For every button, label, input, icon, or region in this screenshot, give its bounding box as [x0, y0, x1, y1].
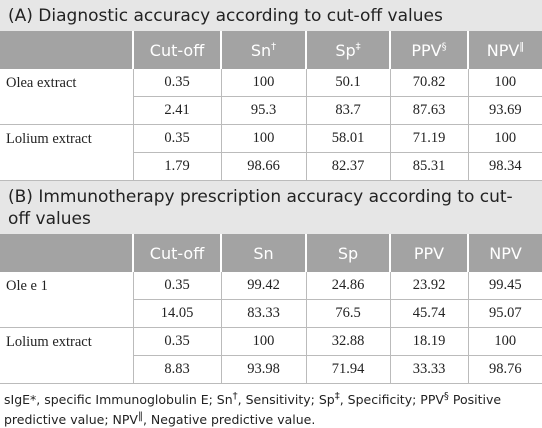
table-section: (B) Immunotherapy prescription accuracy … [0, 181, 542, 384]
header-text: Sn [253, 243, 274, 263]
cell: 100 [467, 124, 542, 153]
cell: 58.01 [305, 124, 390, 153]
cell: 100 [467, 327, 542, 356]
footnote: sIgE*, specific Immunoglobulin E; Sn†, S… [0, 384, 542, 428]
cell: 85.31 [389, 152, 468, 181]
header-sup: ‡ [355, 41, 361, 53]
header-cell: Sn [220, 234, 306, 272]
header-sup: § [441, 41, 447, 53]
header-sup: † [271, 41, 277, 53]
row-label: Olea extract [0, 69, 133, 125]
section-title: (A) Diagnostic accuracy according to cut… [0, 0, 542, 31]
header-cell: PPV [389, 234, 468, 272]
header-cell: Sn† [220, 31, 306, 69]
cell: 100 [220, 327, 306, 356]
cell: 45.74 [389, 299, 468, 328]
header-cell: Sp [305, 234, 390, 272]
cell: 2.41 [132, 96, 221, 125]
header-cell: PPV§ [389, 31, 468, 69]
header-text: NPV [486, 40, 520, 60]
header-row: Cut-off Sn† Sp‡ PPV§ NPV‖ [0, 31, 542, 69]
footnote-text: § [443, 391, 449, 402]
cell: 1.79 [132, 152, 221, 181]
data-row: Olea extract 0.35 100 50.1 70.82 100 [0, 69, 542, 125]
row-label: Lolium extract [0, 124, 133, 181]
table-section: (A) Diagnostic accuracy according to cut… [0, 0, 542, 181]
data-row: 1.79 98.66 82.37 85.31 98.34 [0, 152, 542, 181]
header-text: Cut-off [149, 40, 205, 60]
cell: 98.76 [467, 355, 542, 384]
header-text: Sn [250, 40, 272, 60]
header-row: Cut-off Sn Sp PPV NPV [0, 234, 542, 272]
section-title-row: (B) Immunotherapy prescription accuracy … [0, 181, 542, 234]
cell: 100 [220, 124, 306, 153]
cell: 0.35 [132, 272, 221, 300]
header-sup: ‖ [519, 41, 525, 53]
footnote-text: sIgE*, specific Immunoglobulin E; Sn [4, 392, 233, 408]
header-text: NPV [489, 243, 522, 263]
footnote-text: , Specificity; PPV [339, 392, 444, 408]
section-title: (B) Immunotherapy prescription accuracy … [0, 181, 542, 234]
cell: 50.1 [305, 69, 390, 97]
cell: 24.86 [305, 272, 390, 300]
cell: 14.05 [132, 299, 221, 328]
row-label: Lolium extract [0, 327, 133, 384]
cell: 99.45 [467, 272, 542, 300]
cell: 0.35 [132, 69, 221, 97]
cell: 71.19 [389, 124, 468, 153]
data-row: Ole e 1 0.35 99.42 24.86 23.92 99.45 [0, 272, 542, 328]
footnote-text: ‡ [334, 391, 340, 402]
data-row: 8.83 93.98 71.94 33.33 98.76 [0, 355, 542, 384]
cell: 70.82 [389, 69, 468, 97]
footnote-text: ‖ [137, 411, 143, 423]
header-cell: NPV‖ [466, 31, 542, 69]
header-text: PPV [413, 243, 445, 263]
cell: 23.92 [389, 272, 468, 300]
header-cell: Sp‡ [305, 31, 390, 69]
footnote-text: , Sensitivity; Sp [237, 392, 335, 408]
data-row: Lolium extract 0.35 100 58.01 71.19 100 [0, 124, 542, 181]
cell: 8.83 [132, 355, 221, 384]
cell: 98.34 [467, 152, 542, 181]
cell: 32.88 [305, 327, 390, 356]
cell: 82.37 [305, 152, 390, 181]
header-cell [0, 234, 133, 272]
cell: 100 [467, 69, 542, 97]
cell: 0.35 [132, 327, 221, 356]
cell: 99.42 [220, 272, 306, 300]
cell: 76.5 [305, 299, 390, 328]
cell: 83.33 [220, 299, 306, 328]
header-cell: Cut-off [132, 31, 221, 69]
cell: 93.69 [467, 96, 542, 125]
cell: 87.63 [389, 96, 468, 125]
cell: 100 [220, 69, 306, 97]
cell: 83.7 [305, 96, 390, 125]
cell: 98.66 [220, 152, 306, 181]
data-row: Lolium extract 0.35 100 32.88 18.19 100 [0, 327, 542, 384]
header-text: Cut-off [149, 243, 205, 263]
header-text: PPV [411, 40, 442, 60]
footnote-text: , Negative predictive value. [142, 412, 316, 428]
cell: 95.3 [220, 96, 306, 125]
cell: 71.94 [305, 355, 390, 384]
data-row: 2.41 95.3 83.7 87.63 93.69 [0, 96, 542, 125]
row-label: Ole e 1 [0, 272, 133, 328]
cell: 33.33 [389, 355, 468, 384]
section-title-row: (A) Diagnostic accuracy according to cut… [0, 0, 542, 31]
cell: 18.19 [389, 327, 468, 356]
footnote-text: † [232, 391, 238, 402]
header-text: Sp [335, 40, 356, 60]
data-row: 14.05 83.33 76.5 45.74 95.07 [0, 299, 542, 328]
header-text: Sp [337, 243, 359, 263]
header-cell [0, 31, 133, 69]
cell: 95.07 [467, 299, 542, 328]
cell: 93.98 [220, 355, 306, 384]
header-cell: Cut-off [132, 234, 221, 272]
cell: 0.35 [132, 124, 221, 153]
header-cell: NPV [466, 234, 542, 272]
